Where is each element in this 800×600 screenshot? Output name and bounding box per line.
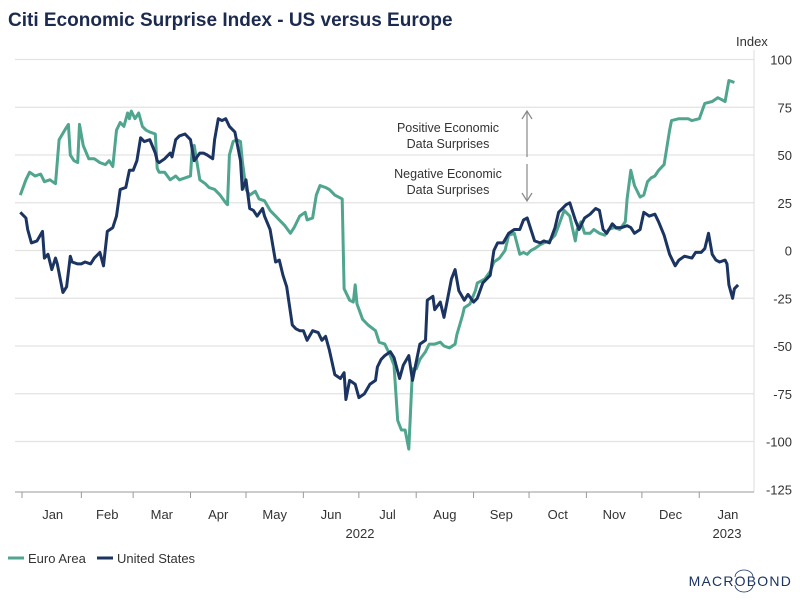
- year-label-2023: 2023: [713, 526, 742, 541]
- legend-label-euro-area: Euro Area: [28, 551, 87, 566]
- annotation-positive-line1: Positive Economic: [397, 121, 499, 135]
- x-tick-label: Apr: [208, 507, 229, 522]
- y-tick-label: -125: [766, 482, 792, 497]
- legend-item-euro-area[interactable]: Euro Area: [8, 551, 87, 566]
- x-tick-label: Oct: [548, 507, 569, 522]
- year-label-2022: 2022: [346, 526, 375, 541]
- annotation-negative-line2: Data Surprises: [407, 183, 490, 197]
- x-tick-label: May: [262, 507, 287, 522]
- arrow-up-icon: [521, 109, 533, 157]
- y-tick-labels: 100 75 50 25 0 -25 -50 -75 -100 -125: [766, 53, 792, 498]
- x-tick-label: Nov: [603, 507, 627, 522]
- x-tick-label: Dec: [659, 507, 683, 522]
- x-tick-label: Aug: [433, 507, 456, 522]
- x-tick-label: Jan: [717, 507, 738, 522]
- x-tick-label: Feb: [96, 507, 118, 522]
- x-ticks: Jan Feb Mar Apr May Jun Jul Aug Sep Oct Nov Dec Jan: [21, 492, 738, 522]
- y-tick-label: 0: [785, 244, 792, 259]
- svg-text:MACROBOND: MACROBOND: [689, 573, 792, 589]
- legend-item-united-states[interactable]: United States: [97, 551, 196, 566]
- arrow-down-icon: [521, 164, 533, 203]
- y-tick-label: -75: [773, 387, 792, 402]
- macrobond-logo: MACROBOND: [689, 569, 792, 593]
- series-line-euro-area: [18, 79, 735, 451]
- x-tick-label: Jun: [321, 507, 342, 522]
- series-lines: [18, 79, 740, 451]
- annotation-positive-line2: Data Surprises: [407, 137, 490, 151]
- x-tick-label: Jul: [379, 507, 396, 522]
- y-tick-label: 50: [778, 148, 792, 163]
- annotation-negative-line1: Negative Economic: [394, 167, 502, 181]
- x-tick-label: Sep: [490, 507, 513, 522]
- y-tick-label: 75: [778, 100, 792, 115]
- annotation: Positive Economic Data Surprises Negativ…: [394, 109, 533, 203]
- x-tick-label: Mar: [151, 507, 174, 522]
- y-tick-label: -100: [766, 435, 792, 450]
- y-tick-label: -25: [773, 291, 792, 306]
- series-line-united-states: [19, 117, 740, 401]
- chart-title: Citi Economic Surprise Index - US versus…: [8, 10, 453, 31]
- y-tick-label: 25: [778, 196, 792, 211]
- y-axis-label: Index: [736, 34, 768, 49]
- y-tick-label: 100: [770, 53, 792, 68]
- y-tick-label: -50: [773, 339, 792, 354]
- legend-label-united-states: United States: [117, 551, 196, 566]
- x-tick-label: Jan: [42, 507, 63, 522]
- legend: Euro Area United States: [8, 551, 196, 566]
